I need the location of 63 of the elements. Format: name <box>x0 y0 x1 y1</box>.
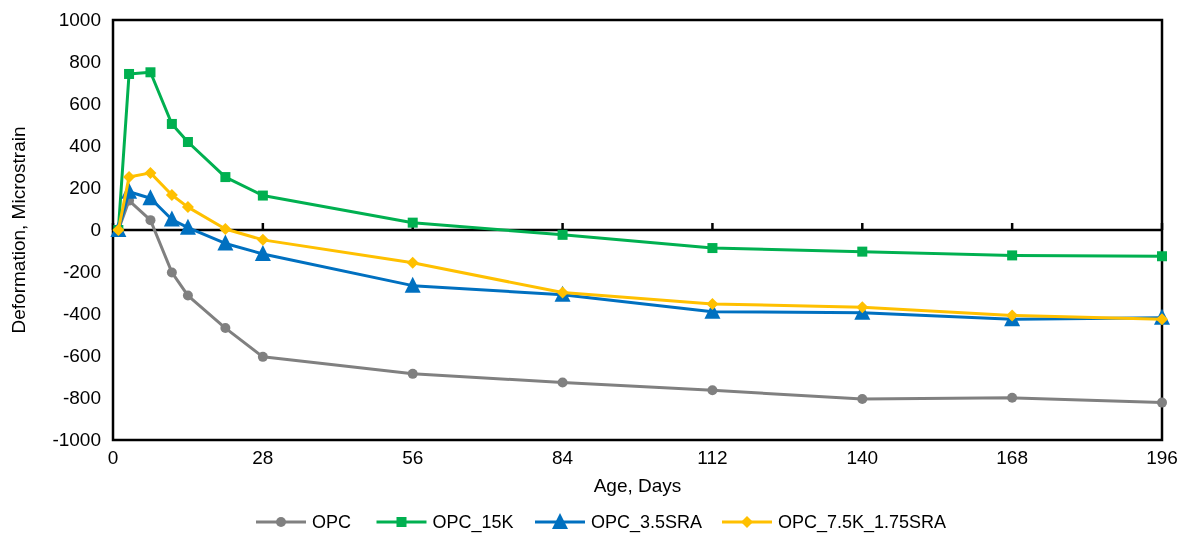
y-tick-label: -1000 <box>52 429 101 450</box>
point <box>182 137 193 148</box>
legend-label: OPC_15K <box>432 512 514 533</box>
point <box>407 368 418 379</box>
y-tick-label: 1000 <box>58 9 101 30</box>
point <box>406 256 419 269</box>
point <box>219 222 232 235</box>
point <box>144 166 157 179</box>
y-tick-label: -400 <box>62 303 101 324</box>
point <box>857 246 868 257</box>
point <box>404 276 421 293</box>
y-tick-label: -200 <box>62 261 101 282</box>
point <box>124 68 135 79</box>
point <box>142 189 159 206</box>
x-tick-label: 28 <box>252 447 274 468</box>
point <box>182 290 193 301</box>
legend-label: OPC_3.5SRA <box>591 512 703 533</box>
point <box>257 190 268 201</box>
legend-label: OPC <box>312 512 352 532</box>
point <box>557 229 568 240</box>
point <box>256 233 269 246</box>
point <box>707 385 718 396</box>
point <box>220 323 231 334</box>
x-tick-label: 196 <box>1146 447 1178 468</box>
point <box>254 244 271 261</box>
point <box>145 215 156 226</box>
y-tick-label: 600 <box>69 93 101 114</box>
y-tick-label: -600 <box>62 345 101 366</box>
x-axis-title: Age, Days <box>593 475 682 496</box>
point <box>179 218 196 235</box>
y-tick-label: 400 <box>69 135 101 156</box>
y-tick-label: 200 <box>69 177 101 198</box>
y-axis-title: Deformation, Microstrain <box>8 126 29 334</box>
point <box>145 67 156 78</box>
point <box>1157 251 1167 262</box>
point <box>217 234 234 251</box>
point <box>165 188 178 201</box>
point <box>857 394 868 405</box>
point <box>707 243 718 254</box>
x-tick-label: 168 <box>996 447 1028 468</box>
point <box>1157 397 1167 408</box>
point <box>706 297 719 310</box>
legend-label: OPC_7.5K_1.75SRA <box>778 512 947 533</box>
point <box>1007 392 1018 403</box>
point <box>166 118 177 129</box>
point <box>220 172 231 183</box>
point <box>166 267 177 278</box>
x-tick-label: 56 <box>402 447 424 468</box>
point <box>123 171 136 184</box>
point <box>407 217 418 228</box>
x-tick-label: 0 <box>107 447 119 468</box>
point <box>163 210 180 227</box>
x-tick-label: 140 <box>846 447 879 468</box>
y-tick-label: 800 <box>69 51 101 72</box>
point <box>257 351 268 362</box>
y-tick-label: 0 <box>90 219 101 240</box>
point <box>1007 250 1018 261</box>
point <box>1156 313 1168 326</box>
y-tick-label: -800 <box>62 387 101 408</box>
point <box>557 377 568 388</box>
x-tick-label: 84 <box>552 447 574 468</box>
x-tick-label: 112 <box>697 447 728 468</box>
point <box>181 201 194 214</box>
